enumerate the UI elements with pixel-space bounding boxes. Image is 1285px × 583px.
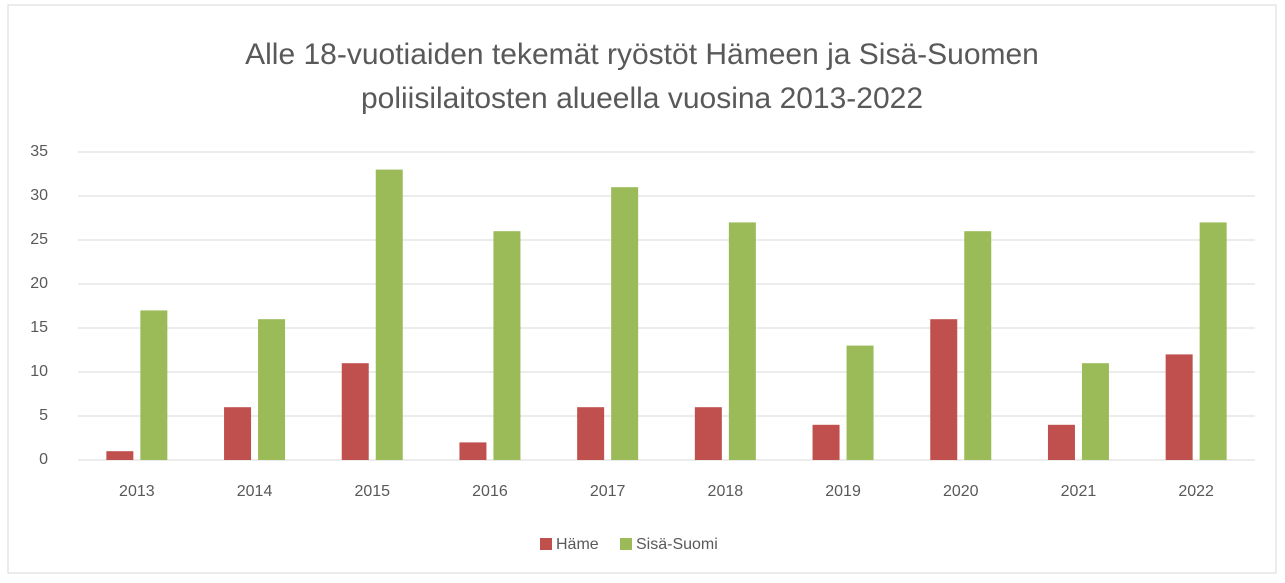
- bar: [812, 424, 840, 460]
- y-tick-label: 10: [30, 363, 48, 380]
- y-tick-label: 25: [30, 231, 48, 248]
- y-tick-label: 0: [39, 451, 48, 468]
- chart-title: poliisilaitosten alueella vuosina 2013-2…: [361, 82, 923, 115]
- y-tick-label: 20: [30, 275, 48, 292]
- bar: [140, 310, 168, 460]
- bar: [106, 451, 134, 460]
- x-tick-label: 2022: [1178, 483, 1214, 500]
- x-tick-label: 2013: [119, 483, 155, 500]
- legend-label: Sisä-Suomi: [636, 536, 718, 553]
- x-tick-label: 2015: [354, 483, 390, 500]
- bar: [224, 407, 252, 460]
- x-tick-label: 2020: [943, 483, 979, 500]
- x-tick-label: 2014: [237, 483, 273, 500]
- y-tick-label: 35: [30, 143, 48, 160]
- x-tick-label: 2016: [472, 483, 508, 500]
- chart-title: Alle 18-vuotiaiden tekemät ryöstöt Hämee…: [245, 38, 1039, 71]
- legend-label: Häme: [556, 536, 599, 553]
- bar: [728, 222, 756, 460]
- bar: [964, 231, 992, 460]
- bar: [577, 407, 605, 460]
- bar: [375, 169, 403, 460]
- y-tick-label: 5: [39, 407, 48, 424]
- bar: [930, 319, 958, 460]
- chart-border: [7, 4, 1277, 574]
- bar: [611, 187, 639, 460]
- x-tick-label: 2018: [708, 483, 744, 500]
- x-tick-label: 2019: [825, 483, 861, 500]
- bar: [459, 442, 487, 460]
- bar: [1047, 424, 1075, 460]
- bar: [341, 363, 369, 460]
- bar: [493, 231, 521, 460]
- legend-swatch: [540, 538, 552, 550]
- y-tick-label: 30: [30, 187, 48, 204]
- bar: [846, 345, 874, 460]
- bar: [1199, 222, 1227, 460]
- x-tick-label: 2021: [1061, 483, 1097, 500]
- bar: [1081, 363, 1109, 460]
- y-tick-label: 15: [30, 319, 48, 336]
- x-tick-label: 2017: [590, 483, 626, 500]
- bar: [1165, 354, 1193, 460]
- bar: [258, 319, 286, 460]
- bar: [694, 407, 722, 460]
- legend-swatch: [620, 538, 632, 550]
